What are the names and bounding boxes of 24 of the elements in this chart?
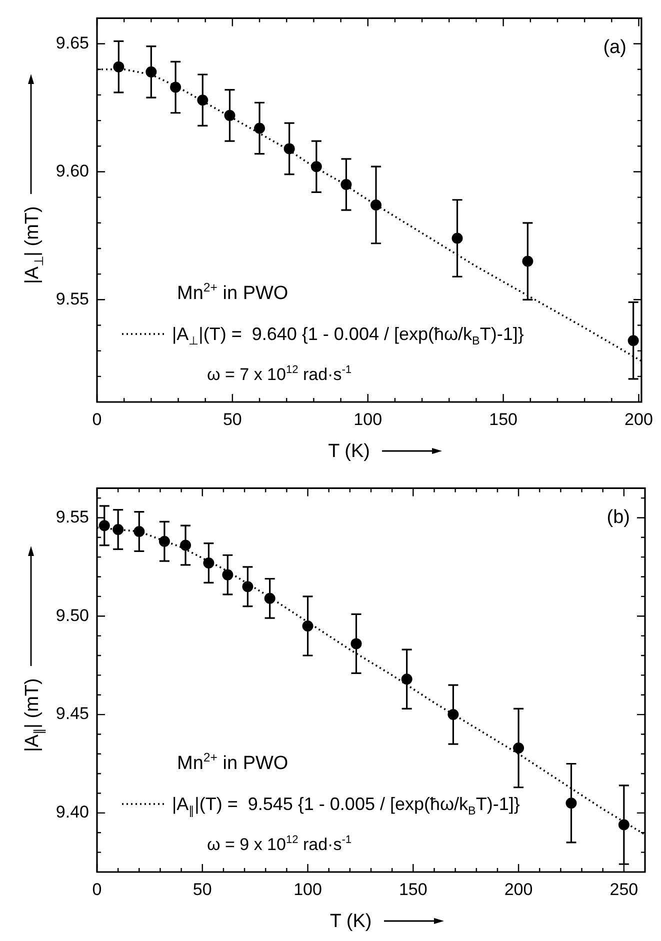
x-axis-title: T (K) <box>328 441 370 462</box>
x-tick-label: 250 <box>610 880 638 899</box>
x-tick-label: 100 <box>294 880 322 899</box>
x-axis-title: T (K) <box>330 911 372 932</box>
x-tick-label: 200 <box>504 880 533 899</box>
y-tick-label: 9.55 <box>56 289 89 308</box>
x-tick-label: 150 <box>398 880 428 899</box>
y-tick-label: 9.45 <box>56 704 89 724</box>
annotation: (a) <box>603 37 626 58</box>
y-tick-label: 9.60 <box>56 161 89 180</box>
y-tick-label: 9.50 <box>56 606 89 625</box>
y-tick-label: 9.65 <box>56 33 89 52</box>
y-tick-label: 9.55 <box>56 507 89 526</box>
x-tick-label: 50 <box>222 410 242 429</box>
annotation: (b) <box>606 507 630 528</box>
x-tick-label: 100 <box>354 410 382 429</box>
x-tick-label: 200 <box>624 410 653 429</box>
y-axis-title: |A⊥| (mT) <box>22 206 46 284</box>
x-tick-label: 150 <box>489 410 518 429</box>
x-tick-label: 0 <box>92 410 102 429</box>
y-tick-label: 9.40 <box>56 802 89 822</box>
x-tick-label: 50 <box>192 880 212 899</box>
x-tick-label: 0 <box>92 880 102 899</box>
y-axis-title: |A∥| (mT) <box>22 678 46 752</box>
